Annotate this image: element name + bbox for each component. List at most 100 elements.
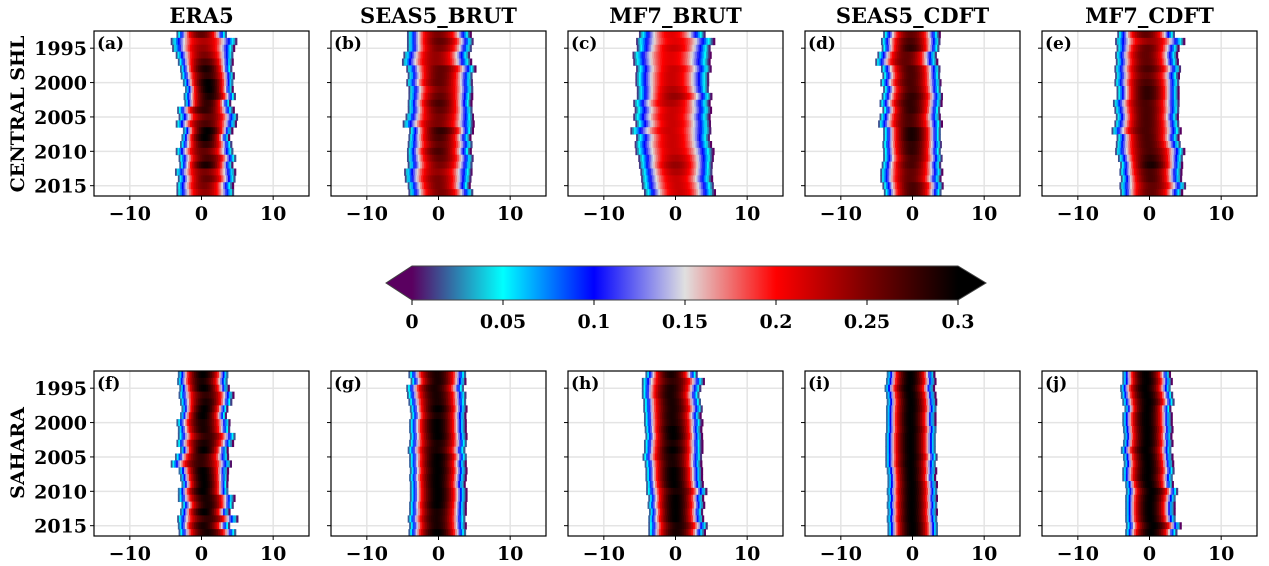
heatmap-cell [1159,120,1162,128]
heatmap-cell [458,79,461,87]
heatmap-cell [928,120,931,128]
heatmap-cell [415,51,419,59]
heatmap-cell [1137,168,1140,176]
heatmap-cell [424,44,428,53]
heatmap-cell [188,65,192,73]
heatmap-cell [678,168,681,176]
heatmap-cell [418,141,421,149]
heatmap-cell [1131,182,1135,190]
heatmap-cell [1135,79,1139,87]
heatmap-cell [937,141,941,149]
heatmap-cell [1117,113,1120,121]
heatmap-cell [904,86,907,94]
heatmap-cell [1118,134,1121,142]
heatmap-cell [201,460,204,468]
heatmap-cell [701,113,704,121]
heatmap-cell [1125,154,1128,163]
heatmap-cell [191,127,195,135]
heatmap-cell [197,51,200,59]
heatmap-cell [916,65,919,73]
heatmap-cell [405,113,408,121]
heatmap-cell [411,79,414,87]
heatmap-cell [423,182,426,190]
heatmap-cell [653,79,656,87]
heatmap-cell [640,86,643,94]
heatmap-cell [657,182,661,190]
heatmap-cell [196,189,199,196]
heatmap-cell [213,51,216,59]
heatmap-cell [906,154,909,163]
heatmap-cell [178,391,181,399]
heatmap-cell [464,147,467,156]
heatmap-cell [643,58,647,66]
heatmap-cell [208,412,211,420]
heatmap-cell [441,106,444,114]
heatmap-cell [177,175,181,183]
heatmap-cell [691,37,694,46]
heatmap-cell [665,168,668,176]
heatmap-cell [453,51,456,59]
heatmap-cell [892,113,895,121]
heatmap-cell [653,175,656,183]
heatmap-cell [670,37,673,46]
heatmap-cell [211,58,215,66]
heatmap-cell [433,175,436,183]
heatmap-cell [433,134,436,142]
heatmap-cell [704,37,707,46]
heatmap-cell [1128,168,1131,176]
heatmap-cell [415,86,418,94]
heatmap-cell [1139,120,1142,128]
heatmap-cell [225,147,229,156]
heatmap-cell [897,161,900,169]
heatmap-cell [229,79,232,87]
heatmap-cell [651,92,654,101]
heatmap-cell [442,86,445,94]
heatmap-cell [182,106,185,114]
heatmap-cell [232,106,235,114]
heatmap-cell [1139,92,1143,101]
heatmap-cell [1154,134,1157,142]
heatmap-cell [454,99,457,108]
heatmap-cell [710,161,713,169]
heatmap-cell [699,154,702,163]
heatmap-cell [1181,161,1184,169]
heatmap-cell [908,113,911,121]
heatmap-cell [660,79,663,87]
heatmap-cell [889,141,892,149]
heatmap-cell [640,99,643,108]
heatmap-cell [436,161,439,169]
heatmap-cell [878,58,882,66]
heatmap-cell [923,51,927,59]
heatmap-cell [935,161,938,169]
heatmap-cell [182,51,186,59]
heatmap-cell [1135,120,1139,128]
heatmap-cell [1117,31,1120,39]
heatmap-cell [897,37,900,46]
heatmap-cell [694,161,697,169]
heatmap-cell [441,141,444,149]
heatmap-cell [424,134,427,142]
heatmap-cell [194,419,197,427]
heatmap-cell [1148,106,1151,114]
heatmap-cell [223,377,226,386]
heatmap-cell [1122,141,1126,149]
heatmap-cell [437,175,440,183]
heatmap-cell [701,99,704,108]
heatmap-cell [679,168,682,176]
heatmap-cell [688,134,691,142]
heatmap-cell [922,134,925,142]
heatmap-cell [410,44,413,53]
heatmap-cell [1130,161,1134,169]
heatmap-cell [187,474,190,482]
heatmap-cell [440,134,443,142]
heatmap-row [1114,106,1180,114]
heatmap-cell [1133,113,1136,121]
heatmap-cell [707,147,710,156]
heatmap-cell [429,161,432,169]
heatmap-cell [461,58,464,66]
heatmap-cell [215,37,218,46]
heatmap-cell [220,147,223,156]
heatmap-cell [898,37,902,46]
heatmap-cell [223,446,226,454]
heatmap-cell [920,86,923,94]
